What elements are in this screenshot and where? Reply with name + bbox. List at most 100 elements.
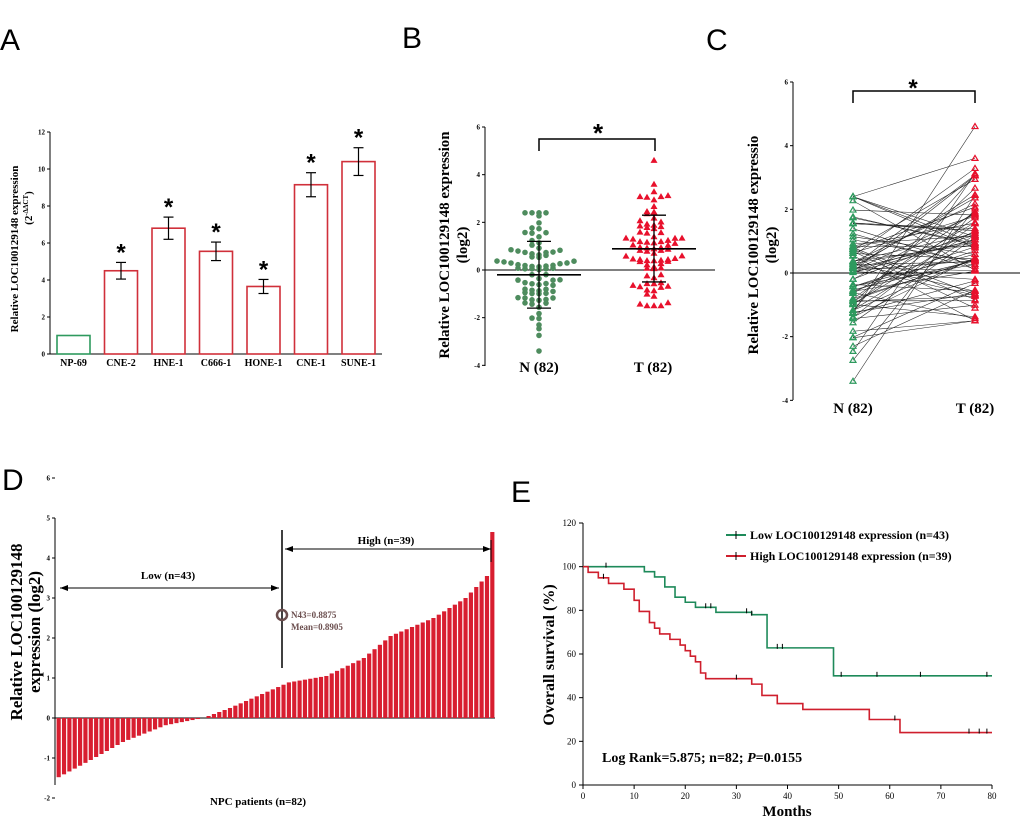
panel-a-significance-star: * bbox=[164, 194, 174, 221]
panel-e-y-label: Overall survival (%) bbox=[541, 584, 558, 725]
panel-d-bar bbox=[447, 608, 452, 718]
panel-b-point-normal bbox=[515, 294, 521, 301]
panel-b-point-tumor bbox=[664, 192, 672, 199]
panel-e-ytick-label: 100 bbox=[563, 562, 577, 572]
panel-d-bar bbox=[270, 689, 275, 718]
panel-d-bar bbox=[110, 718, 115, 748]
panel-d-bar bbox=[340, 668, 345, 718]
panel-b-point-tumor bbox=[664, 255, 672, 262]
panel-c-pair-line bbox=[852, 179, 976, 250]
panel-b-point-normal bbox=[529, 251, 535, 257]
panel-c-point-normal bbox=[848, 313, 858, 320]
panel-b-point-normal bbox=[564, 260, 570, 266]
panel-b-point-normal bbox=[536, 225, 542, 232]
panel-b-point-normal bbox=[529, 287, 535, 294]
panel-d-bar bbox=[243, 701, 249, 718]
panel-b-point-normal bbox=[536, 322, 542, 328]
panel-c-y-label-unit: (log2) bbox=[764, 227, 780, 264]
panel-c-point-tumor bbox=[970, 175, 980, 182]
panel-c-point-normal bbox=[848, 196, 858, 204]
panel-b-point-normal bbox=[543, 286, 549, 293]
panel-b-point-tumor bbox=[643, 224, 651, 231]
panel-b-point-tumor bbox=[650, 292, 658, 299]
panel-b-point-normal bbox=[529, 301, 535, 307]
panel-b-point-tumor bbox=[650, 208, 658, 215]
panel-e-xtick-label: 20 bbox=[681, 791, 691, 801]
panel-b-point-normal bbox=[522, 295, 528, 301]
panel-d-ytick-label: 3 bbox=[47, 595, 51, 603]
panel-d-bar bbox=[313, 677, 318, 718]
panel-e-x-label: Months bbox=[762, 804, 811, 820]
panel-c-point-tumor bbox=[970, 242, 980, 250]
panel-b-point-normal bbox=[543, 263, 549, 269]
panel-b-point-normal bbox=[515, 248, 521, 254]
panel-b-point-normal bbox=[543, 290, 549, 297]
panel-b-point-normal bbox=[522, 229, 528, 236]
panel-e-ytick-label: 40 bbox=[567, 693, 577, 703]
panel-e-xtick-label: 60 bbox=[885, 791, 895, 801]
panel-c-point-normal bbox=[848, 288, 858, 296]
panel-c-point-normal bbox=[848, 306, 858, 313]
panel-b-point-tumor bbox=[657, 223, 665, 230]
panel-d-bar bbox=[260, 694, 265, 718]
panel-d-bar bbox=[222, 710, 227, 718]
panel-c-paired-line-chart: -4 -2 0 2 4 6 * N (82) T (82) Relative LOC100… bbox=[746, 75, 1020, 417]
panel-d-ytick-label: 6 bbox=[47, 475, 51, 483]
panel-c-pair-line bbox=[852, 200, 976, 271]
panel-e-logrank-text: Log Rank=5.875; n=82; P=0.0155 bbox=[602, 751, 802, 766]
panel-b-ytick-label: 2 bbox=[477, 219, 481, 227]
panel-b-point-tumor bbox=[650, 280, 658, 287]
panel-c-pair-line bbox=[852, 251, 976, 309]
panel-c-pair-line bbox=[852, 304, 976, 319]
panel-d-bar bbox=[436, 614, 441, 718]
panel-b-point-tumor bbox=[657, 218, 665, 225]
panel-b-point-normal bbox=[508, 260, 514, 266]
panel-a-significance-star: * bbox=[211, 219, 221, 246]
panel-d-bar bbox=[399, 631, 404, 718]
panel-e-xtick-label: 70 bbox=[936, 791, 946, 801]
panel-c-point-tumor bbox=[970, 232, 980, 240]
panel-d-bar bbox=[56, 718, 61, 778]
panel-c-ytick-label: -2 bbox=[782, 333, 788, 341]
panel-a-category-label: NP-69 bbox=[60, 358, 87, 369]
panel-c-point-normal bbox=[848, 224, 858, 232]
panel-e-xtick-label: 0 bbox=[581, 791, 586, 801]
panel-b-point-tumor bbox=[657, 302, 665, 309]
panel-b-point-tumor bbox=[629, 281, 637, 288]
panel-b-point-tumor bbox=[643, 229, 651, 236]
panel-d-threshold-marker bbox=[275, 608, 289, 622]
panel-b-point-normal bbox=[536, 234, 542, 240]
panel-a-bar bbox=[151, 227, 186, 355]
panel-c-pair-line bbox=[852, 248, 976, 300]
panel-b-point-tumor bbox=[622, 234, 630, 241]
panel-b-point-normal bbox=[543, 229, 549, 236]
panel-c-pair-line bbox=[852, 175, 976, 272]
panel-a-bar-chart: 0 2 4 6 8 10 12 NP-69 * CNE-2 * HNE-1 * C666-1 * HONE-… bbox=[9, 125, 382, 369]
panel-e-ytick-label: 80 bbox=[567, 605, 577, 615]
panel-c-pair-line bbox=[852, 196, 976, 249]
panel-a-bar bbox=[341, 160, 376, 355]
panel-b-point-normal bbox=[494, 258, 500, 264]
panel-d-bar bbox=[99, 718, 104, 754]
panel-b-point-tumor bbox=[643, 302, 651, 309]
panel-b-point-tumor bbox=[643, 247, 651, 254]
panel-c-point-normal bbox=[848, 318, 858, 326]
panel-d-high-label: High (n=39) bbox=[358, 535, 415, 547]
panel-d-bar bbox=[367, 653, 372, 718]
panel-a-bar bbox=[246, 285, 281, 355]
panel-c-pair-line bbox=[852, 194, 976, 269]
panel-b-point-tumor bbox=[650, 287, 658, 294]
panel-a-bar bbox=[293, 183, 329, 355]
panel-d-bar bbox=[126, 718, 131, 740]
panel-c-pair-line bbox=[852, 239, 976, 262]
panel-b-point-normal bbox=[557, 247, 563, 254]
panel-b-point-tumor bbox=[664, 282, 672, 289]
panel-b-point-tumor bbox=[643, 244, 651, 251]
panel-b-point-normal bbox=[543, 210, 549, 216]
panel-c-ytick-label: 2 bbox=[785, 206, 789, 214]
panel-b-point-tumor bbox=[657, 256, 665, 263]
panel-b-point-normal bbox=[571, 258, 577, 264]
panel-b-point-tumor bbox=[636, 228, 644, 235]
panel-e-ytick-label: 120 bbox=[563, 518, 577, 528]
panel-b-point-tumor bbox=[643, 207, 651, 214]
